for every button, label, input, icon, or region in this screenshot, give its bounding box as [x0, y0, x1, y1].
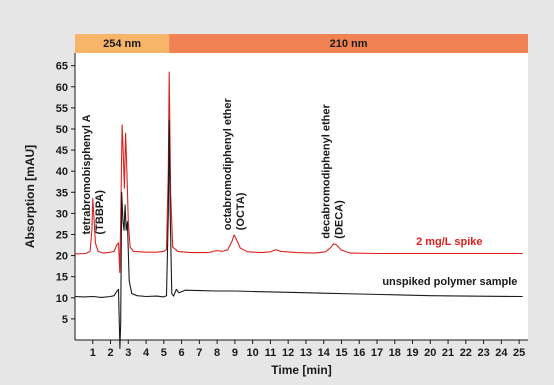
y-tick-label: 10	[56, 293, 68, 305]
wavelength-band-label: 254 nm	[103, 38, 141, 50]
peak-annotation-line: (OCTA)	[235, 192, 247, 230]
y-tick-label: 25	[56, 229, 68, 241]
y-tick-label: 55	[56, 103, 68, 115]
x-tick-label: 10	[247, 347, 259, 359]
wavelength-band-0	[75, 34, 170, 53]
x-tick-label: 6	[179, 347, 185, 359]
x-tick-label: 19	[406, 347, 418, 359]
x-tick-label: 21	[442, 347, 454, 359]
x-tick-label: 8	[214, 347, 220, 359]
y-tick-label: 60	[56, 82, 68, 94]
peak-annotation-line: (TBBPA)	[94, 190, 106, 235]
x-tick-label: 18	[389, 347, 401, 359]
peak-annotation-line: tetrabromobisphenyl A	[81, 114, 93, 234]
wavelength-band-1	[169, 34, 528, 53]
peak-annotation-line: octabromodiphenyl ether	[222, 98, 234, 231]
axes: 1 2 3 4 5 6 7 8 9 10 11 12 13 14 15 16 17 18 19 20 21 22 23 24 2…	[56, 53, 528, 359]
y-tick-label: 35	[56, 187, 68, 199]
peak-annotation: tetrabromobisphenyl A (TBBPA)	[81, 114, 106, 234]
peak-annotation-line: (DECA)	[334, 200, 346, 239]
x-tick-label: 11	[265, 347, 277, 359]
plot-background	[75, 53, 528, 340]
x-tick-label: 2	[107, 347, 113, 359]
y-tick-label: 50	[56, 124, 68, 136]
x-tick-label: 12	[282, 347, 294, 359]
y-tick-label: 20	[56, 251, 68, 263]
x-tick-label: 4	[143, 347, 150, 359]
series-line-1	[74, 119, 523, 349]
plot-area: 2 mg/L spike unspiked polymer sample	[74, 53, 528, 349]
peak-annotation: octabromodiphenyl ether (OCTA)	[222, 98, 247, 231]
peak-annotation-line: decabromodiphenyl ether	[321, 104, 333, 239]
x-tick-label: 9	[232, 347, 238, 359]
x-tick-label: 5	[161, 347, 167, 359]
x-tick-label: 7	[196, 347, 202, 359]
x-tick-label: 15	[335, 347, 347, 359]
x-tick-label: 13	[300, 347, 312, 359]
y-tick-label: 65	[56, 61, 68, 73]
series-label: unspiked polymer sample	[382, 276, 517, 288]
x-tick-label: 24	[495, 347, 508, 359]
y-tick-label: 30	[56, 208, 68, 220]
x-tick-label: 20	[424, 347, 436, 359]
peak-annotations: tetrabromobisphenyl A (TBBPA) octabromodip…	[81, 98, 346, 239]
x-tick-label: 1	[90, 347, 96, 359]
y-axis-title: Absorption [mAU]	[23, 145, 37, 248]
y-tick-label: 45	[56, 145, 68, 157]
peak-annotation: decabromodiphenyl ether (DECA)	[321, 104, 346, 239]
x-tick-label: 22	[460, 347, 472, 359]
x-tick-label: 3	[125, 347, 131, 359]
wavelength-bands: 254 nm 210 nm	[75, 34, 528, 53]
x-tick-label: 14	[318, 347, 331, 359]
x-axis-title: Time [min]	[271, 363, 331, 377]
x-tick-label: 25	[513, 347, 525, 359]
x-tick-label: 16	[353, 347, 365, 359]
y-tick-label: 15	[56, 272, 68, 284]
series-label: 2 mg/L spike	[416, 236, 482, 248]
wavelength-band-label: 210 nm	[330, 38, 368, 50]
y-tick-label: 40	[56, 166, 68, 178]
series-line-0	[74, 71, 523, 274]
x-tick-label: 17	[371, 347, 383, 359]
y-tick-label: 5	[62, 314, 68, 326]
x-tick-label: 23	[477, 347, 489, 359]
